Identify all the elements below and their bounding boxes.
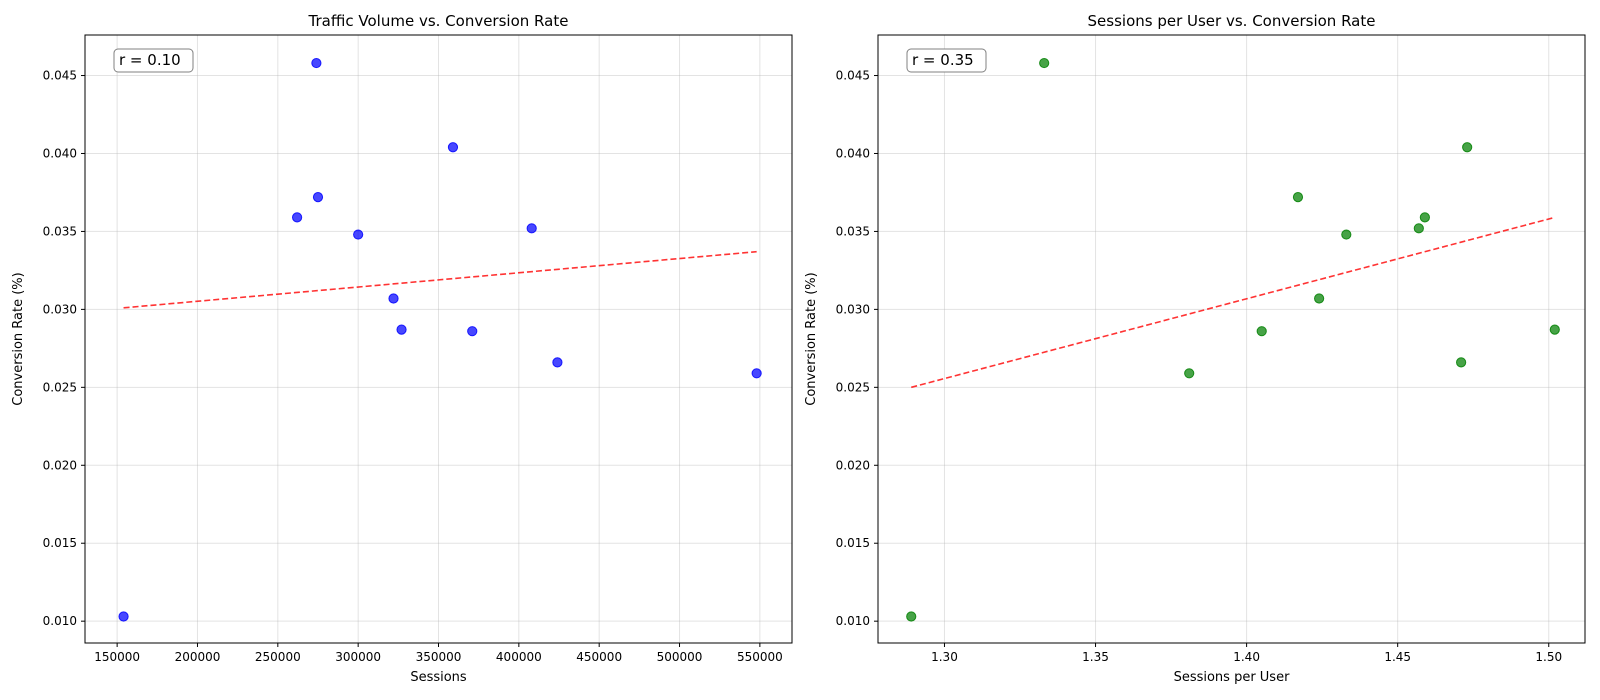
data-point [1039,57,1050,69]
y-tick-label: 0.020 [836,458,870,472]
y-tick-label: 0.040 [836,146,870,160]
x-tick-label: 250000 [255,650,301,664]
plot-frame [877,34,1586,644]
x-tick-label: 200000 [175,650,221,664]
ticks: 1.30 1.35 1.40 1.45 1.50 0.010 0.015 0.020 0.025… [836,69,1562,664]
y-tick-label: 0.040 [43,146,77,160]
y-tick-label: 0.015 [836,536,870,550]
y-tick-label: 0.020 [43,458,77,472]
y-axis-label: Conversion Rate (%) [11,272,26,405]
grid [878,35,1585,643]
plot-frame [84,34,793,644]
data-point [312,192,324,203]
data-point [1256,326,1267,337]
x-tick-label: 550000 [737,650,783,664]
y-tick-label: 0.010 [43,614,77,628]
data-point [447,142,459,153]
x-tick-label: 350000 [416,650,462,664]
correlation-annotation-box [906,48,987,73]
data-point [1292,192,1304,203]
data-point [906,611,917,622]
x-tick-label: 500000 [657,650,703,664]
x-tick-label: 1.35 [1082,650,1109,664]
data-point [292,212,303,223]
x-tick-label: 400000 [496,650,542,664]
trendline [123,250,757,309]
correlation-annotation: r = 0.35 [912,51,974,69]
data-point [467,326,478,337]
data-points [118,57,762,622]
correlation-annotation: r = 0.10 [119,51,181,69]
x-axis-label: Sessions [410,670,467,685]
y-tick-label: 0.030 [836,302,870,316]
x-tick-label: 300000 [335,650,381,664]
x-tick-label: 450000 [576,650,622,664]
trendline [911,216,1555,389]
data-point [1456,357,1467,368]
y-axis-label: Conversion Rate (%) [804,272,819,405]
data-point [526,223,537,234]
data-point [1419,212,1430,223]
data-point [1549,324,1560,335]
x-tick-label: 1.45 [1384,650,1411,664]
chart-title: Sessions per User vs. Conversion Rate [1088,12,1376,30]
grid [85,35,792,643]
y-tick-label: 0.045 [43,69,77,83]
data-point [353,229,364,240]
ticks: 150000 200000 250000 300000 350000 400000 4500… [43,69,783,664]
data-point [1314,293,1325,304]
x-tick-label: 150000 [94,650,140,664]
y-tick-label: 0.035 [43,224,77,238]
y-tick-label: 0.025 [43,380,77,394]
y-tick-label: 0.030 [43,302,77,316]
y-tick-label: 0.015 [43,536,77,550]
data-point [1413,223,1424,234]
data-point [396,324,407,335]
data-point [1184,368,1195,379]
chart-traffic-volume-vs-conversion-rate: Traffic Volume vs. Conversion Rate Sessi… [11,12,793,685]
x-tick-label: 1.40 [1233,650,1260,664]
chart-title: Traffic Volume vs. Conversion Rate [308,12,569,30]
x-tick-label: 1.30 [931,650,958,664]
data-points [906,57,1560,622]
y-tick-label: 0.010 [836,614,870,628]
data-point [552,357,563,368]
y-tick-label: 0.045 [836,69,870,83]
data-point [311,57,322,69]
y-tick-label: 0.025 [836,380,870,394]
data-point [388,293,399,304]
x-axis-label: Sessions per User [1174,670,1291,685]
data-point [118,611,129,622]
chart-sessions-per-user-vs-conversion-rate: Sessions per User vs. Conversion Rate Se… [804,12,1586,685]
correlation-annotation-box [113,48,194,73]
data-point [751,368,762,379]
data-point [1462,142,1473,153]
x-tick-label: 1.50 [1535,650,1562,664]
data-point [1341,229,1352,240]
y-tick-label: 0.035 [836,224,870,238]
